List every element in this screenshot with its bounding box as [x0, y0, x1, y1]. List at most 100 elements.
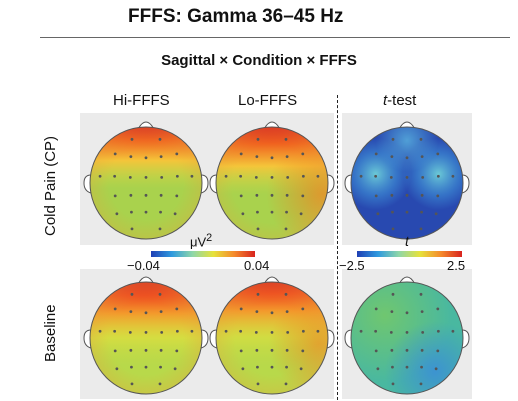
- electrode-dot: [224, 174, 228, 178]
- electrode-dot: [160, 331, 164, 334]
- electrode-dot: [284, 137, 288, 141]
- ear-outline: [209, 329, 218, 349]
- electrode-dot: [391, 292, 395, 296]
- electrode-dot: [256, 365, 259, 369]
- electrode-dot: [173, 367, 177, 371]
- electrode-dot: [224, 329, 228, 333]
- electrode-dot: [391, 382, 395, 386]
- electrode-dot: [359, 174, 363, 178]
- electrode-dot: [301, 329, 305, 333]
- electrode-dot: [420, 348, 424, 352]
- electrode-dot: [173, 212, 177, 216]
- electrode-dot: [270, 176, 274, 179]
- electrode-dot: [374, 329, 378, 333]
- scalp-map-cp-hi: [83, 121, 209, 240]
- electrode-dot: [159, 210, 162, 214]
- electrode-dot: [144, 331, 148, 334]
- electrode-dot: [175, 174, 179, 178]
- t-colorbar: [357, 251, 462, 257]
- ear-outline: [200, 174, 209, 194]
- electrode-dot: [144, 156, 148, 160]
- column-header-t-test: t-test: [383, 92, 416, 109]
- electrode-dot: [285, 155, 289, 159]
- electrode-dot: [405, 365, 409, 369]
- electrode-dot: [434, 367, 438, 371]
- electrode-dot: [405, 348, 409, 352]
- electrode-dot: [256, 137, 260, 141]
- electrode-dot: [159, 155, 163, 159]
- head-outline: [350, 281, 464, 395]
- electrode-dot: [160, 176, 164, 179]
- t-max-label: 2.5: [447, 258, 466, 273]
- electrode-dot: [419, 227, 423, 231]
- electrode-dot: [254, 331, 258, 334]
- electrode-dot: [175, 194, 179, 198]
- electrode-dot: [436, 307, 440, 311]
- electrode-dot: [129, 310, 133, 314]
- electrode-dot: [98, 329, 102, 333]
- head-outline: [215, 281, 329, 395]
- figure-subtitle: Sagittal × Condition × FFFS: [161, 52, 357, 69]
- electrode-dot: [159, 365, 162, 369]
- electrode-dot: [285, 210, 288, 214]
- electrode-dot: [420, 365, 423, 369]
- electrode-dot: [374, 174, 378, 178]
- electrode-dot: [130, 210, 133, 214]
- electrode-dot: [420, 310, 424, 314]
- t-symbol: t: [383, 92, 388, 109]
- electrode-dot: [451, 329, 455, 333]
- electrode-dot: [270, 156, 274, 160]
- electrode-dot: [434, 212, 438, 216]
- electrode-dot: [239, 329, 243, 333]
- electrode-dot: [316, 329, 320, 333]
- electrode-dot: [421, 176, 425, 179]
- electrode-dot: [159, 193, 163, 197]
- scalp-map-cp-lo: [209, 121, 335, 240]
- electrode-dot: [286, 331, 290, 334]
- ear-outline: [344, 329, 353, 349]
- electrode-dot: [420, 193, 424, 197]
- electrode-dot: [256, 210, 259, 214]
- electrode-dot: [241, 367, 245, 371]
- electrode-dot: [255, 155, 259, 159]
- electrode-dot: [241, 212, 245, 216]
- column-header-hi-fffs: Hi-FFFS: [113, 92, 170, 109]
- electrode-dot: [158, 227, 162, 231]
- electrode-dot: [113, 349, 117, 353]
- electrode-dot: [389, 331, 393, 334]
- electrode-dot: [239, 174, 243, 178]
- electrode-dot: [391, 137, 395, 141]
- head-outline: [89, 126, 203, 240]
- electrode-dot: [175, 349, 179, 353]
- electrode-dot: [391, 210, 394, 214]
- electrode-dot: [436, 194, 440, 198]
- electrode-dot: [129, 155, 133, 159]
- electrode-dot: [376, 367, 380, 371]
- electrode-dot: [299, 212, 303, 216]
- electrode-dot: [128, 176, 132, 179]
- electrode-dot: [419, 382, 423, 386]
- electrode-dot: [436, 329, 440, 333]
- electrode-dot: [239, 152, 243, 156]
- electrode-dot: [405, 210, 409, 214]
- electrode-dot: [285, 193, 289, 197]
- ear-outline: [209, 174, 218, 194]
- electrode-dot: [175, 152, 179, 156]
- electrode-dot: [115, 367, 119, 371]
- electrode-dot: [374, 349, 378, 353]
- electrode-dot: [128, 331, 132, 334]
- electrode-dot: [374, 194, 378, 198]
- electrode-dot: [270, 348, 274, 352]
- electrode-dot: [255, 348, 259, 352]
- electrode-dot: [129, 193, 133, 197]
- electrode-dot: [390, 310, 394, 314]
- electrode-dot: [405, 156, 409, 160]
- electrode-dot: [255, 193, 259, 197]
- electrode-dot: [391, 365, 394, 369]
- electrode-dot: [239, 194, 243, 198]
- electrode-dot: [270, 210, 274, 214]
- electrode-dot: [390, 348, 394, 352]
- electrode-dot: [316, 174, 320, 178]
- electrode-dot: [256, 227, 260, 231]
- ear-outline: [344, 174, 353, 194]
